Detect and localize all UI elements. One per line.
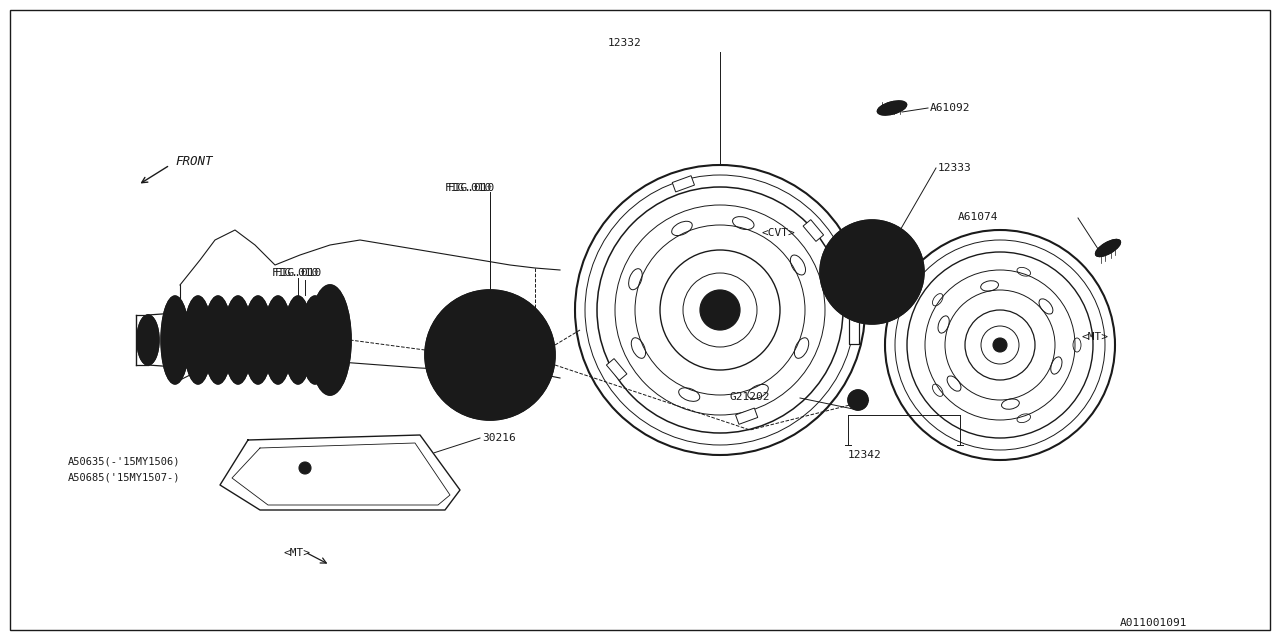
Ellipse shape (323, 320, 338, 360)
Circle shape (700, 290, 740, 330)
Ellipse shape (204, 296, 232, 384)
Text: 12342: 12342 (849, 450, 882, 460)
Text: A50635(-'15MY1506): A50635(-'15MY1506) (68, 457, 180, 467)
Text: A61092: A61092 (931, 103, 970, 113)
Ellipse shape (137, 315, 159, 365)
Polygon shape (220, 435, 460, 510)
Ellipse shape (308, 285, 351, 395)
Ellipse shape (877, 101, 906, 115)
Ellipse shape (244, 296, 273, 384)
Bar (849, 316, 859, 344)
Bar (849, 316, 859, 344)
Text: <MT>: <MT> (283, 548, 310, 558)
Bar (607, 358, 627, 380)
Text: A011001091: A011001091 (1120, 618, 1188, 628)
Circle shape (480, 345, 500, 365)
Circle shape (852, 395, 863, 405)
Bar (736, 408, 758, 424)
Ellipse shape (161, 296, 189, 384)
Circle shape (820, 220, 924, 324)
Text: A61074: A61074 (957, 212, 998, 222)
Ellipse shape (264, 296, 292, 384)
Ellipse shape (301, 296, 329, 384)
Circle shape (849, 390, 868, 410)
Text: FIG.010: FIG.010 (445, 183, 493, 193)
Ellipse shape (224, 296, 252, 384)
Bar (672, 176, 695, 192)
Text: G21202: G21202 (730, 392, 771, 402)
Text: FIG.010: FIG.010 (275, 268, 323, 278)
Circle shape (425, 290, 556, 420)
Text: FIG.010: FIG.010 (273, 268, 319, 278)
Text: 30216: 30216 (483, 433, 516, 443)
Text: FIG.010: FIG.010 (448, 183, 495, 193)
Text: FRONT: FRONT (175, 155, 212, 168)
Text: 12332: 12332 (608, 38, 641, 48)
Text: A50685('15MY1507-): A50685('15MY1507-) (68, 473, 180, 483)
Ellipse shape (184, 296, 212, 384)
Ellipse shape (1096, 239, 1120, 257)
Circle shape (993, 338, 1007, 352)
Ellipse shape (284, 296, 312, 384)
Circle shape (300, 462, 311, 474)
Bar (803, 220, 823, 241)
Text: 12333: 12333 (938, 163, 972, 173)
Text: <MT>: <MT> (1082, 332, 1108, 342)
Text: <CVT>: <CVT> (762, 228, 796, 238)
Circle shape (302, 465, 308, 471)
